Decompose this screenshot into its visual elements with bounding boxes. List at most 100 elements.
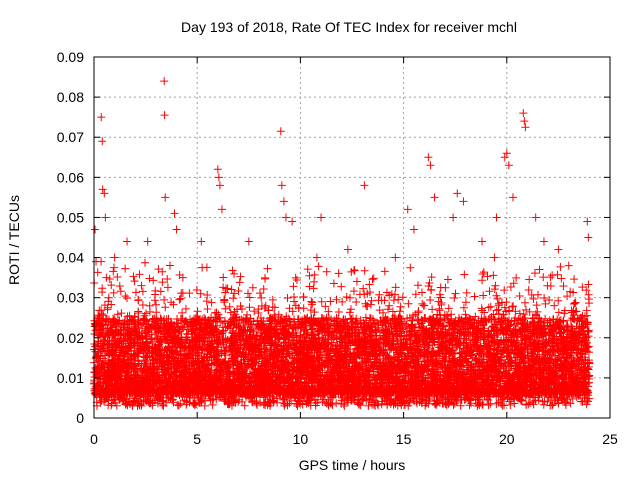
data-point bbox=[460, 270, 469, 279]
data-point bbox=[540, 294, 549, 303]
data-point bbox=[489, 271, 498, 280]
data-point bbox=[203, 304, 212, 313]
data-point bbox=[360, 266, 369, 275]
data-point bbox=[121, 292, 130, 301]
data-point bbox=[426, 296, 435, 305]
data-point bbox=[539, 273, 548, 282]
data-point bbox=[570, 275, 579, 284]
data-point bbox=[138, 287, 147, 296]
data-point bbox=[570, 299, 579, 308]
data-point bbox=[152, 300, 161, 309]
data-point bbox=[193, 307, 202, 316]
data-point bbox=[176, 294, 185, 303]
data-point bbox=[324, 307, 333, 316]
data-point bbox=[93, 268, 102, 277]
data-point bbox=[509, 302, 518, 311]
data-point bbox=[250, 307, 259, 316]
data-point bbox=[349, 287, 358, 296]
data-point bbox=[582, 306, 591, 315]
data-point bbox=[259, 285, 268, 294]
data-point bbox=[245, 293, 254, 302]
data-point bbox=[177, 289, 186, 298]
data-point bbox=[306, 306, 315, 315]
data-point bbox=[385, 301, 394, 310]
data-point bbox=[557, 274, 566, 283]
data-point bbox=[105, 274, 114, 283]
data-point bbox=[502, 298, 511, 307]
data-point bbox=[292, 275, 301, 284]
data-point bbox=[479, 268, 488, 277]
data-point bbox=[202, 263, 211, 272]
data-point bbox=[167, 298, 176, 307]
data-point bbox=[329, 279, 338, 288]
data-point bbox=[248, 283, 257, 292]
data-point bbox=[411, 290, 420, 299]
data-point bbox=[533, 307, 542, 316]
data-point bbox=[178, 308, 187, 317]
data-point bbox=[138, 301, 147, 310]
data-point bbox=[391, 283, 400, 292]
data-point bbox=[332, 295, 341, 304]
data-point bbox=[317, 297, 326, 306]
data-point bbox=[121, 264, 130, 273]
data-point bbox=[490, 285, 499, 294]
data-point bbox=[245, 303, 254, 312]
data-point bbox=[145, 274, 154, 283]
data-point bbox=[403, 314, 412, 323]
data-point bbox=[129, 272, 138, 281]
data-point bbox=[369, 274, 378, 283]
data-point bbox=[207, 298, 216, 307]
data-points bbox=[90, 77, 594, 410]
data-point bbox=[236, 272, 245, 281]
data-point bbox=[520, 298, 529, 307]
data-point bbox=[305, 282, 314, 291]
data-point bbox=[461, 298, 470, 307]
data-point bbox=[122, 294, 131, 303]
data-point bbox=[299, 292, 308, 301]
data-point bbox=[289, 293, 298, 302]
data-point bbox=[225, 302, 234, 311]
data-point bbox=[459, 303, 468, 312]
data-point bbox=[345, 293, 354, 302]
data-point bbox=[229, 294, 238, 303]
data-point bbox=[368, 275, 377, 284]
data-point bbox=[404, 299, 413, 308]
data-point bbox=[546, 273, 555, 282]
data-point bbox=[470, 292, 479, 301]
data-point bbox=[328, 400, 337, 409]
data-point bbox=[338, 297, 347, 306]
data-point bbox=[451, 289, 460, 298]
data-point bbox=[554, 308, 563, 317]
data-point bbox=[500, 303, 509, 312]
data-point bbox=[334, 269, 343, 278]
data-point bbox=[352, 277, 361, 286]
data-point bbox=[181, 304, 190, 313]
data-point bbox=[530, 269, 539, 278]
data-point bbox=[413, 315, 422, 324]
data-point bbox=[228, 266, 237, 275]
data-point bbox=[548, 271, 557, 280]
data-point bbox=[141, 258, 150, 267]
data-point bbox=[98, 284, 107, 293]
data-point bbox=[283, 294, 292, 303]
data-point bbox=[109, 288, 118, 297]
data-point bbox=[479, 291, 488, 300]
data-point bbox=[550, 301, 559, 310]
data-point bbox=[531, 310, 540, 319]
data-point bbox=[289, 282, 298, 291]
data-point bbox=[515, 292, 524, 301]
data-point bbox=[107, 281, 116, 290]
data-point bbox=[243, 289, 252, 298]
data-point bbox=[483, 272, 492, 281]
data-point bbox=[117, 309, 126, 318]
data-point bbox=[485, 287, 494, 296]
data-point bbox=[268, 295, 277, 304]
data-point bbox=[158, 278, 167, 287]
data-point bbox=[303, 265, 312, 274]
chart-title: Day 193 of 2018, Rate Of TEC Index for r… bbox=[181, 19, 517, 35]
data-point bbox=[109, 263, 118, 272]
data-point bbox=[152, 308, 161, 317]
data-point bbox=[90, 329, 99, 338]
data-point bbox=[263, 264, 272, 273]
